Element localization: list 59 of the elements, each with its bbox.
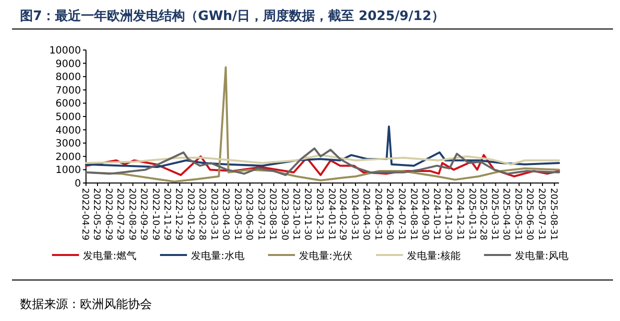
x-tick-label: 2022-08-29	[126, 188, 136, 241]
title: 图7：最近一年欧洲发电结构（GWh/日，周度数据，截至 2025/9/12）	[20, 9, 444, 24]
x-tick-label: 2023-03-31	[208, 188, 218, 240]
y-tick-label: 9000	[56, 58, 81, 70]
y-tick-label: 1000	[56, 165, 81, 176]
legend-label: 发电量:光伏	[299, 250, 352, 262]
source-note: 数据来源：欧洲风能协会	[20, 297, 152, 311]
x-tick-label: 2022-04-29	[80, 188, 90, 241]
x-tick-label: 2024-06-30	[384, 188, 394, 241]
x-tick-label: 2024-07-31	[396, 188, 406, 240]
y-tick-label: 4000	[56, 125, 81, 136]
x-tick-label: 2023-11-30	[302, 188, 312, 241]
x-tick-label: 2022-10-29	[150, 188, 160, 241]
x-tick-label: 2024-04-30	[360, 188, 371, 241]
x-tick-label: 2023-06-30	[243, 188, 254, 241]
x-tick-label: 2022-06-29	[102, 188, 113, 241]
y-tick-label: 3000	[56, 138, 81, 150]
x-tick-label: 2024-09-30	[419, 188, 430, 241]
x-tick-label: 2025-05-31	[512, 188, 523, 240]
x-tick-label: 2025-08-31	[548, 188, 558, 240]
x-tick-label: 2023-12-31	[314, 188, 324, 240]
x-tick-label: 2023-01-29	[185, 188, 196, 241]
x-tick-label: 2024-10-31	[431, 188, 442, 240]
y-tick-label: 7000	[56, 85, 81, 96]
legend-label: 发电量:燃气	[83, 250, 136, 262]
y-tick-label: 2000	[56, 152, 81, 163]
y-tick-label: 6000	[56, 98, 81, 110]
x-tick-label: 2025-03-31	[489, 188, 500, 240]
x-tick-label: 2025-07-31	[536, 188, 546, 240]
x-tick-label: 2023-02-28	[196, 188, 207, 241]
x-tick-label: 2022-09-29	[138, 188, 148, 241]
x-tick-label: 2024-03-31	[349, 188, 360, 240]
x-tick-label: 2022-12-29	[173, 188, 184, 241]
x-tick-label: 2023-04-30	[220, 188, 230, 241]
y-tick-label: 0	[74, 178, 81, 190]
x-tick-label: 2025-04-30	[500, 188, 511, 241]
x-tick-label: 2023-07-31	[255, 188, 266, 240]
x-tick-label: 2022-11-29	[162, 188, 172, 241]
x-tick-label: 2023-05-31	[232, 188, 242, 240]
x-tick-label: 2024-02-29	[337, 188, 348, 241]
x-tick-label: 2023-09-30	[278, 188, 289, 241]
x-tick-label: 2022-07-29	[114, 188, 124, 241]
x-tick-label: 2025-01-31	[466, 188, 476, 240]
y-tick-label: 5000	[56, 112, 81, 123]
y-tick-label: 8000	[56, 72, 81, 84]
legend-label: 发电量:风电	[515, 250, 568, 262]
x-tick-label: 2024-01-31	[326, 188, 336, 240]
x-tick-label: 2023-08-31	[267, 188, 278, 240]
y-tick-label: 10000	[49, 46, 81, 56]
x-tick-label: 2025-02-28	[477, 188, 488, 241]
x-tick-label: 2024-12-31	[454, 188, 465, 240]
x-tick-label: 2024-11-30	[442, 188, 453, 241]
x-tick-label: 2025-06-30	[524, 188, 534, 241]
legend-label: 发电量:核能	[407, 250, 460, 262]
x-tick-label: 2022-05-29	[91, 188, 102, 241]
legend-label: 发电量:水电	[191, 250, 244, 262]
x-tick-label: 2024-05-31	[372, 188, 382, 240]
x-tick-label: 2023-10-31	[290, 188, 301, 240]
x-tick-label: 2024-08-31	[408, 188, 418, 240]
